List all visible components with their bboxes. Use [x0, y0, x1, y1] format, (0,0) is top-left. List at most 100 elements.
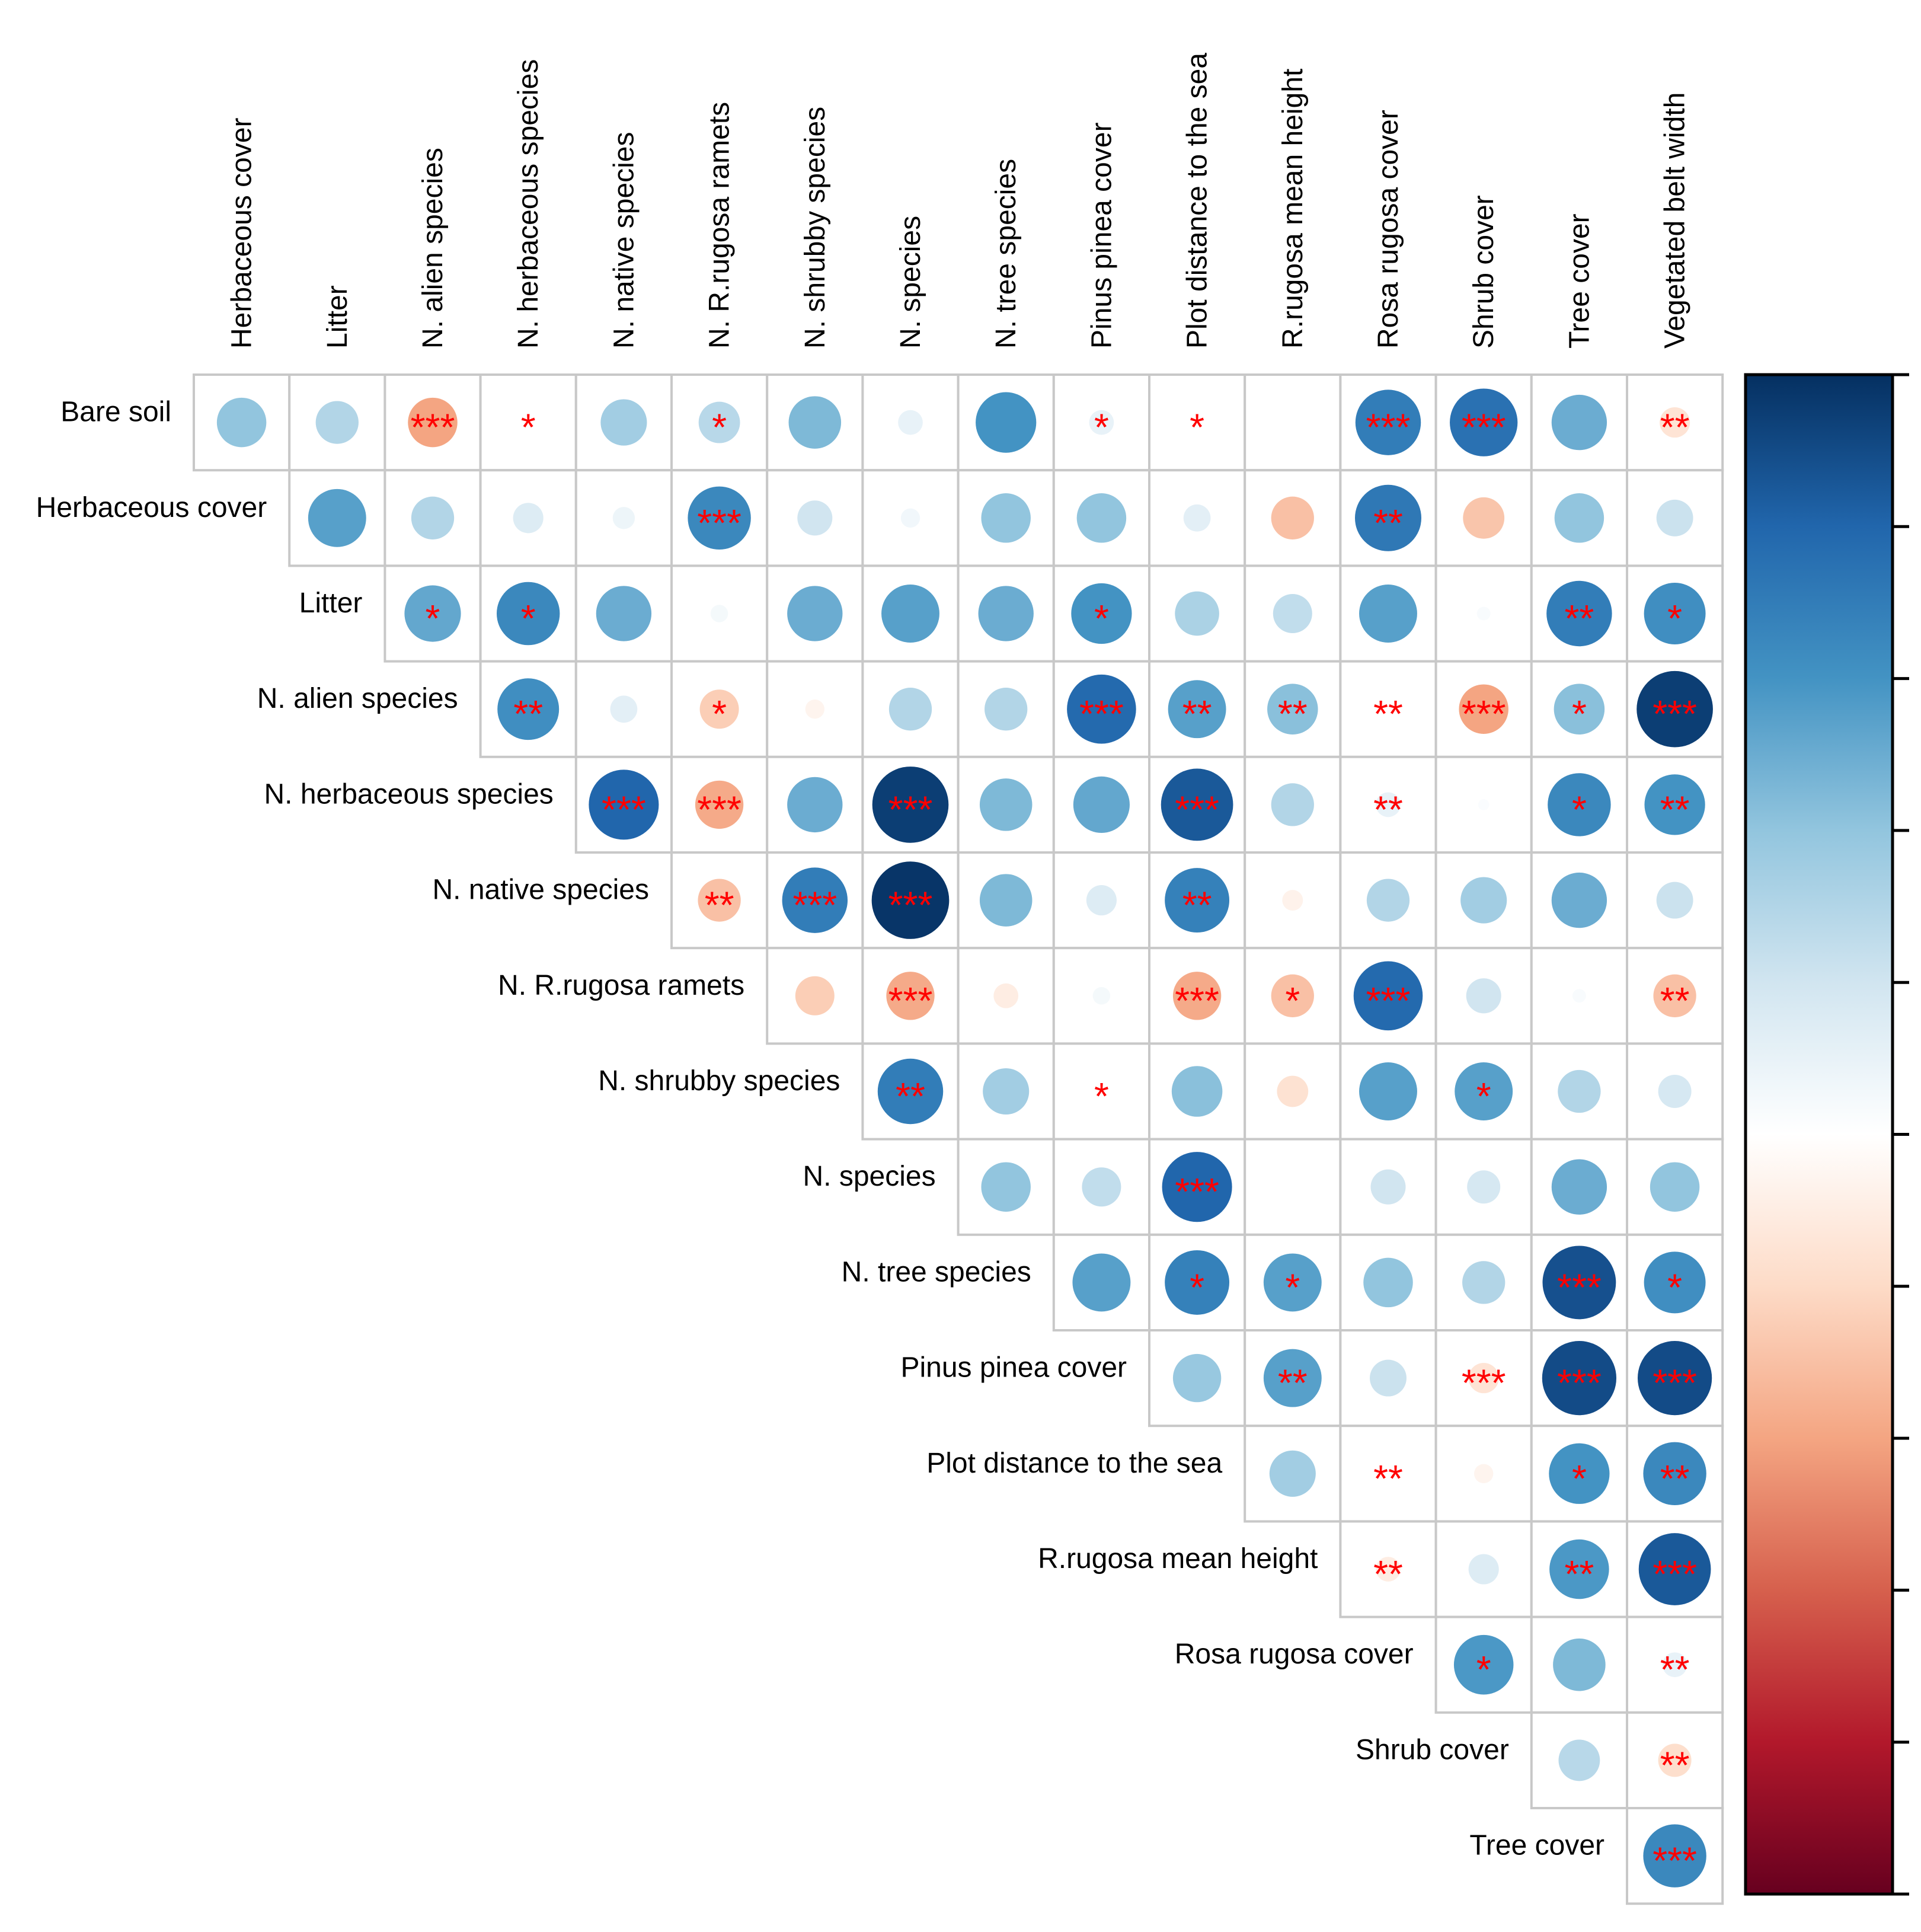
correlation-circle [589, 769, 659, 840]
correlation-circle [877, 1058, 944, 1125]
correlation-circle [1656, 499, 1693, 537]
correlation-circle [1067, 674, 1136, 744]
correlation-circle [981, 1162, 1031, 1212]
correlation-circle [1183, 504, 1211, 532]
correlation-circle [699, 689, 739, 729]
colorbar-gradient [1744, 373, 1894, 1896]
correlation-circle [1466, 978, 1501, 1014]
correlation-circle [1263, 1253, 1322, 1312]
correlation-circle [695, 780, 744, 829]
correlation-circle [1086, 885, 1117, 916]
correlation-circle [1549, 1443, 1610, 1504]
row-label: N. native species [432, 874, 649, 906]
correlation-circle [1082, 1167, 1121, 1207]
correlation-circle [1455, 1062, 1513, 1120]
significance-stars: *** [1462, 406, 1506, 449]
row-label: Bare soil [60, 397, 171, 428]
correlation-circle [497, 678, 560, 740]
column-label: Pinus pinea cover [1086, 122, 1117, 349]
correlation-circle [1370, 1359, 1407, 1397]
correlation-circle [1653, 974, 1696, 1017]
correlation-circle [1271, 974, 1314, 1017]
correlation-circle [797, 500, 833, 536]
correlation-circle [985, 688, 1028, 731]
correlation-circle [1370, 1169, 1406, 1205]
correlation-circle [1468, 1554, 1499, 1585]
significance-stars: * [521, 406, 536, 449]
correlation-circle [1476, 606, 1491, 621]
correlation-circle [1071, 583, 1132, 644]
correlation-circle [1271, 783, 1314, 826]
colorbar-ticks: 10.80.60.40.20−0.2−0.4−0.6−0.8−1 [1893, 373, 1909, 1896]
correlation-circle [610, 695, 638, 723]
correlation-circle [1551, 394, 1607, 451]
correlation-circle [978, 586, 1034, 641]
correlation-circle [1468, 1363, 1499, 1394]
correlation-circle [596, 586, 652, 641]
correlation-circle [315, 401, 359, 444]
correlation-circle [1474, 1464, 1494, 1483]
correlation-circle [1636, 670, 1713, 748]
column-label: N. tree species [990, 159, 1022, 349]
column-label: N. shrubby species [800, 107, 831, 349]
correlation-circle [1572, 989, 1586, 1003]
significance-stars: * [426, 597, 440, 640]
correlation-circle [1662, 1652, 1687, 1678]
significance-stars: ** [1660, 788, 1690, 831]
correlation-circle [1359, 585, 1417, 643]
correlation-circle [1644, 583, 1706, 644]
correlation-circle [1558, 1069, 1601, 1113]
correlation-circle [1168, 680, 1226, 739]
significance-stars: *** [1652, 692, 1697, 735]
correlation-circle [788, 396, 842, 449]
significance-stars: *** [1175, 1170, 1219, 1213]
significance-stars: ** [705, 884, 734, 927]
correlation-circle [408, 397, 458, 448]
significance-stars: ** [1660, 1648, 1690, 1691]
significance-stars: ** [1182, 884, 1212, 927]
column-label: Vegetated belt width [1660, 92, 1691, 349]
significance-stars: ** [1660, 979, 1690, 1022]
significance-stars: *** [1652, 1362, 1697, 1404]
correlation-circle [1089, 410, 1114, 435]
correlation-circle [1273, 594, 1312, 633]
significance-stars: ** [1373, 692, 1403, 735]
row-label: Tree cover [1469, 1830, 1604, 1861]
row-label: N. herbaceous species [264, 778, 554, 810]
significance-stars: *** [888, 979, 933, 1022]
significance-stars: *** [1462, 692, 1506, 735]
correlation-circle [1376, 792, 1401, 817]
column-label: Shrub cover [1468, 195, 1500, 349]
correlation-circle [1172, 972, 1222, 1020]
correlation-circle [1467, 1170, 1501, 1204]
correlation-circle [698, 401, 740, 443]
correlation-circle [1658, 1074, 1692, 1109]
correlation-circle [1354, 484, 1422, 551]
column-label: N. native species [608, 132, 640, 349]
correlation-circle [612, 507, 635, 529]
correlation-circle [496, 582, 560, 646]
row-label: Pinus pinea cover [900, 1352, 1127, 1384]
grid-cell [1339, 660, 1437, 758]
correlation-circle [787, 586, 843, 641]
correlation-circle [308, 488, 366, 547]
significance-stars: * [712, 692, 727, 735]
significance-stars: *** [888, 788, 933, 831]
column-label: N. alien species [417, 148, 449, 349]
correlation-circle [1542, 1246, 1616, 1320]
correlation-circle [1558, 1739, 1600, 1781]
grid-cell [766, 469, 864, 567]
correlation-circle [1376, 1557, 1401, 1582]
correlation-circle [979, 778, 1033, 831]
grid-cell [1244, 373, 1342, 472]
row-label: N. R.rugosa ramets [498, 970, 744, 1001]
column-label: Rosa rugosa cover [1373, 110, 1404, 349]
correlation-circle [1263, 1349, 1322, 1407]
significance-stars: ** [1564, 597, 1594, 640]
correlation-circle [1355, 389, 1421, 455]
correlation-circle [1643, 1442, 1706, 1506]
circle-layer [216, 388, 1713, 1888]
correlation-circle [795, 976, 835, 1016]
row-label: N. tree species [842, 1256, 1031, 1288]
